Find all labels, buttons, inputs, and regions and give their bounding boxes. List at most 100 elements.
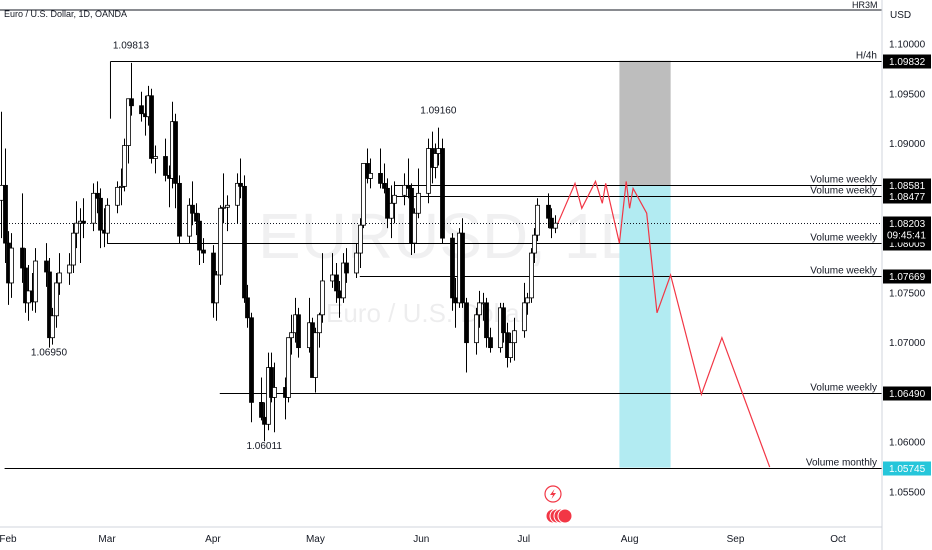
corner-tag: HR3M [852,0,878,10]
flag-event-4 [557,508,573,524]
candle-body [296,314,301,349]
candle-body [286,337,291,398]
price-tick: 1.06000 [889,438,926,449]
candle-body [344,262,349,274]
price-annotation: 1.06011 [246,441,282,452]
price-tick: 1.05500 [889,488,926,499]
candle-body [549,217,554,229]
candle-body [389,202,394,219]
price-annotation: 1.06950 [31,348,68,359]
candle-body [553,222,558,229]
candle-body [81,220,86,224]
currency-label[interactable]: USD [890,10,911,21]
projection-polyline[interactable] [557,179,771,468]
candle-body [139,105,144,115]
candle-body [91,192,96,224]
candle-body [460,232,465,304]
candle-body [436,148,441,154]
candle-body [126,98,131,146]
price-axis[interactable]: 1.10000 1.09500 1.09000 1.07500 1.07000 1.060… [881,0,932,550]
current-price-value: 1.08203 [889,219,926,230]
candle-body [242,185,247,299]
candle-body [57,272,62,284]
stop-zone[interactable] [619,60,671,186]
flag-events-icon[interactable] [545,508,573,524]
countdown-value: 09:45:41 [887,231,926,242]
candle-body [26,290,31,304]
time-axis-ticks: Feb Mar Apr May Jun Jul Aug Sep Oct [0,534,846,545]
watermark-name: Euro / U.S. Dollar [326,298,529,328]
time-tick-apr: Apr [205,534,221,545]
candle-body [262,416,267,425]
lightning-icon[interactable] [544,485,562,503]
candle-body [54,282,59,317]
time-tick-jul: Jul [517,534,530,545]
price-annotation: 1.09813 [113,41,150,52]
candle-body [402,184,407,196]
candle-body [44,260,49,273]
candle-body [149,95,154,159]
candle-body [501,307,506,334]
candle-body [20,247,25,269]
candle-body [358,224,363,254]
candle-body [47,271,52,339]
candle-body [9,247,14,284]
candle-body [71,232,76,266]
candle-body [259,401,264,418]
candle-body [406,184,411,189]
candle-body [341,262,346,299]
candle-body [535,204,540,236]
level-label: Volume weekly [810,233,877,244]
level-price-tag [883,386,931,401]
candle-body [129,98,134,107]
price-tick: 1.10000 [889,40,926,51]
candle-body [249,317,254,403]
chart-title: Euro / U.S. Dollar, 1D, OANDA [4,9,127,19]
candle-body [365,163,370,179]
level-price-value: 1.09832 [889,57,926,68]
candle-body [453,297,458,304]
level-price-value: 1.05745 [889,464,926,475]
candle-body [313,332,318,378]
candle-body [163,156,168,176]
candle-body [317,314,322,334]
candle-body [378,173,383,184]
candle-body [440,148,445,239]
price-tick: 1.07000 [889,338,926,349]
candle-body [289,332,294,339]
target-zone[interactable] [619,185,671,468]
price-annotations: 1.09813 1.09160 1.06950 1.06011 [31,41,457,453]
candle-body [190,204,195,214]
level-price-value: 1.06490 [889,389,926,400]
candle-body [361,163,366,226]
candle-body [235,182,240,206]
time-tick-may: May [306,534,325,545]
candle-body [50,315,55,339]
candle-body [382,182,387,189]
candle-body [368,173,373,179]
level-price-tag [883,189,931,204]
candle-body [119,185,124,188]
projection-path[interactable] [557,179,771,468]
candle-body [67,264,72,274]
level-price-tag [883,461,931,476]
candle-body [153,156,158,159]
time-axis[interactable]: Feb Mar Apr May Jun Jul Aug Sep Oct [0,526,882,545]
candle-body [221,206,226,209]
time-tick-feb: Feb [0,534,17,545]
candle-body [122,145,127,187]
level-price-value: 1.08477 [889,192,926,203]
level-label: Volume weekly [810,383,877,394]
candle-body [218,207,223,276]
time-tick-oct: Oct [830,534,846,545]
candle-body [532,234,537,254]
candle-body [194,212,199,222]
lightning-icon-bolt [550,489,556,499]
candle-body [74,222,79,234]
level-price-tag [883,269,931,284]
candles [0,62,558,442]
candle-body [33,260,38,303]
